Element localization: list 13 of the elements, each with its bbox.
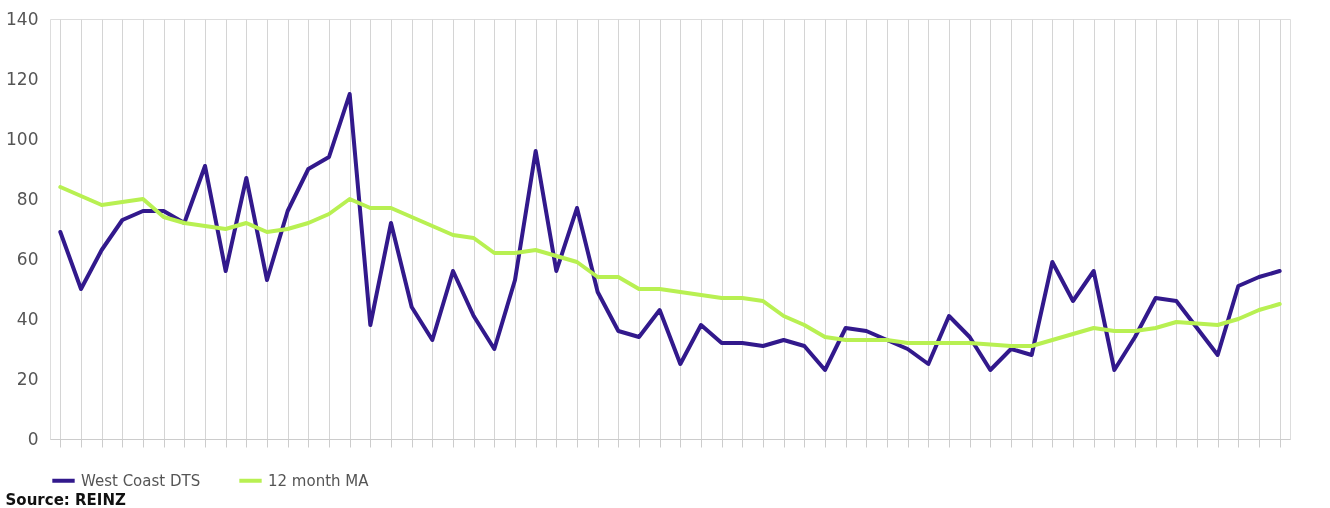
y-tick-label: 20 (16, 368, 39, 389)
y-tick-label: 80 (16, 188, 39, 209)
y-tick-label: 0 (27, 428, 39, 449)
line-series (58, 185, 1282, 348)
y-tick-label: 60 (16, 248, 39, 269)
y-tick-label: 40 (16, 308, 39, 329)
y-tick-label: 100 (6, 128, 39, 149)
source-note: Source: REINZ (5, 491, 126, 508)
line-series (58, 92, 1282, 372)
legend-label: 12 month MA (268, 471, 370, 490)
y-tick-label: 120 (6, 68, 39, 89)
legend-label: West Coast DTS (81, 471, 201, 490)
y-tick-label: 140 (6, 8, 39, 29)
